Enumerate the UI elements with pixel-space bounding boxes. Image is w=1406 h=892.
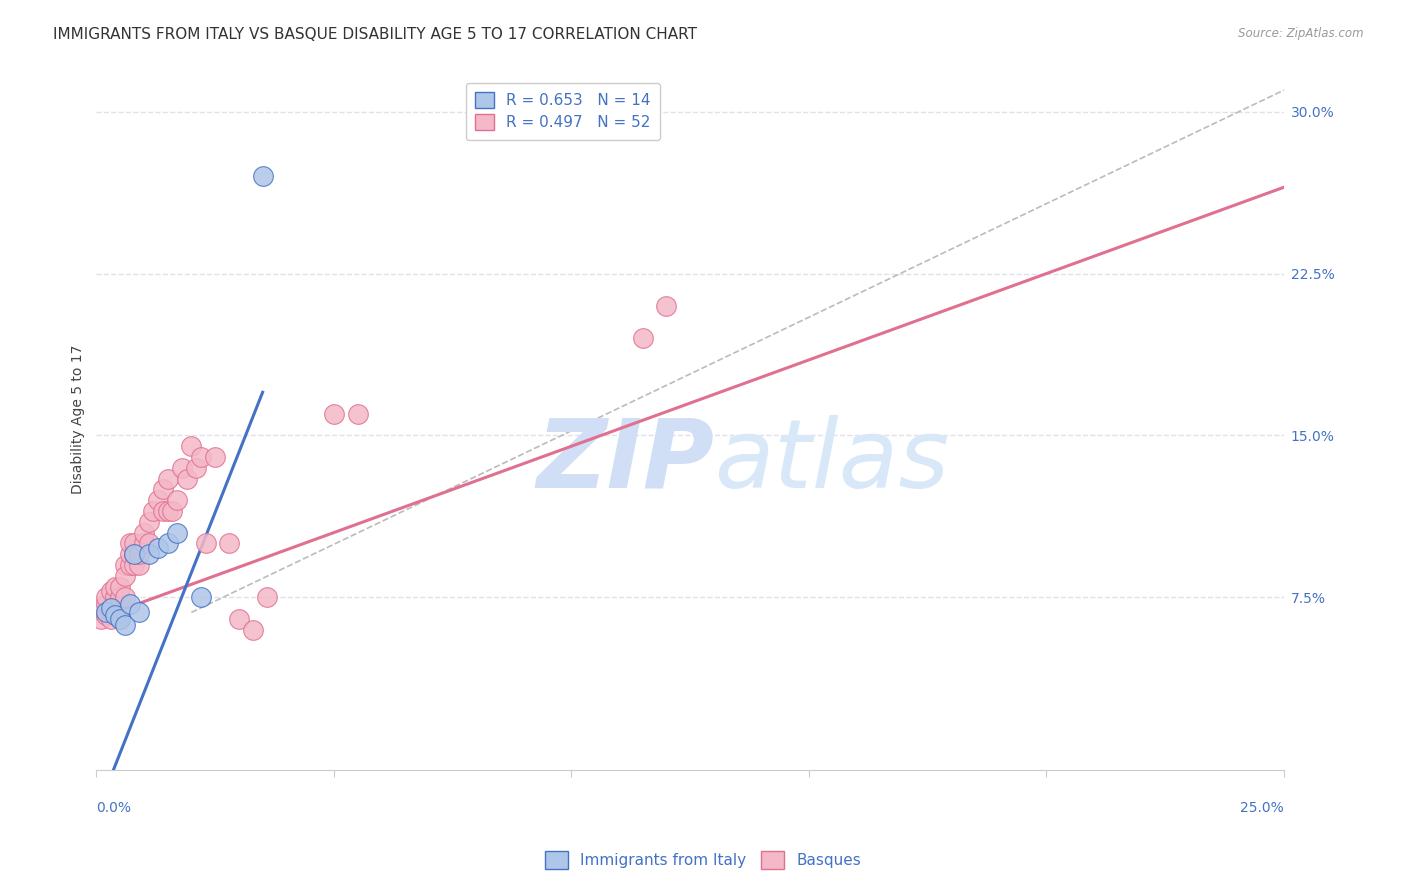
- Point: [218, 536, 240, 550]
- Point: [655, 299, 678, 313]
- Point: [184, 460, 207, 475]
- Point: [114, 558, 136, 572]
- Point: [94, 597, 117, 611]
- Text: IMMIGRANTS FROM ITALY VS BASQUE DISABILITY AGE 5 TO 17 CORRELATION CHART: IMMIGRANTS FROM ITALY VS BASQUE DISABILI…: [53, 27, 697, 42]
- Point: [138, 536, 160, 550]
- Point: [156, 472, 179, 486]
- Point: [204, 450, 226, 464]
- Point: [146, 541, 169, 555]
- Point: [104, 607, 127, 622]
- Point: [128, 606, 150, 620]
- Point: [322, 407, 344, 421]
- Point: [156, 504, 179, 518]
- Point: [166, 525, 188, 540]
- Point: [252, 169, 274, 184]
- Point: [146, 493, 169, 508]
- Point: [90, 601, 112, 615]
- Point: [166, 493, 188, 508]
- Point: [180, 439, 202, 453]
- Point: [108, 580, 131, 594]
- Point: [170, 460, 193, 475]
- Point: [190, 591, 212, 605]
- Text: 25.0%: 25.0%: [1240, 800, 1284, 814]
- Point: [124, 536, 146, 550]
- Point: [128, 558, 150, 572]
- Point: [114, 591, 136, 605]
- Point: [114, 618, 136, 632]
- Point: [162, 504, 184, 518]
- Point: [124, 547, 146, 561]
- Point: [100, 606, 122, 620]
- Point: [132, 536, 155, 550]
- Point: [118, 597, 141, 611]
- Legend: Immigrants from Italy, Basques: Immigrants from Italy, Basques: [538, 845, 868, 875]
- Point: [242, 623, 264, 637]
- Point: [118, 558, 141, 572]
- Point: [152, 504, 174, 518]
- Point: [100, 583, 122, 598]
- Text: Source: ZipAtlas.com: Source: ZipAtlas.com: [1239, 27, 1364, 40]
- Point: [94, 591, 117, 605]
- Point: [176, 472, 198, 486]
- Point: [100, 612, 122, 626]
- Point: [124, 558, 146, 572]
- Point: [138, 515, 160, 529]
- Point: [190, 450, 212, 464]
- Text: 0.0%: 0.0%: [97, 800, 131, 814]
- Point: [132, 525, 155, 540]
- Point: [346, 407, 368, 421]
- Point: [108, 612, 131, 626]
- Text: atlas: atlas: [714, 415, 949, 508]
- Point: [142, 504, 165, 518]
- Point: [631, 331, 654, 345]
- Point: [108, 591, 131, 605]
- Point: [100, 601, 122, 615]
- Point: [228, 612, 250, 626]
- Point: [194, 536, 217, 550]
- Point: [90, 612, 112, 626]
- Y-axis label: Disability Age 5 to 17: Disability Age 5 to 17: [72, 344, 86, 494]
- Point: [114, 568, 136, 582]
- Point: [94, 606, 117, 620]
- Point: [104, 601, 127, 615]
- Point: [128, 547, 150, 561]
- Point: [256, 591, 278, 605]
- Point: [94, 607, 117, 622]
- Legend: R = 0.653   N = 14, R = 0.497   N = 52: R = 0.653 N = 14, R = 0.497 N = 52: [467, 83, 659, 139]
- Point: [138, 547, 160, 561]
- Point: [156, 536, 179, 550]
- Point: [104, 580, 127, 594]
- Point: [104, 591, 127, 605]
- Point: [118, 536, 141, 550]
- Point: [108, 612, 131, 626]
- Point: [118, 547, 141, 561]
- Point: [124, 547, 146, 561]
- Point: [152, 483, 174, 497]
- Text: ZIP: ZIP: [536, 415, 714, 508]
